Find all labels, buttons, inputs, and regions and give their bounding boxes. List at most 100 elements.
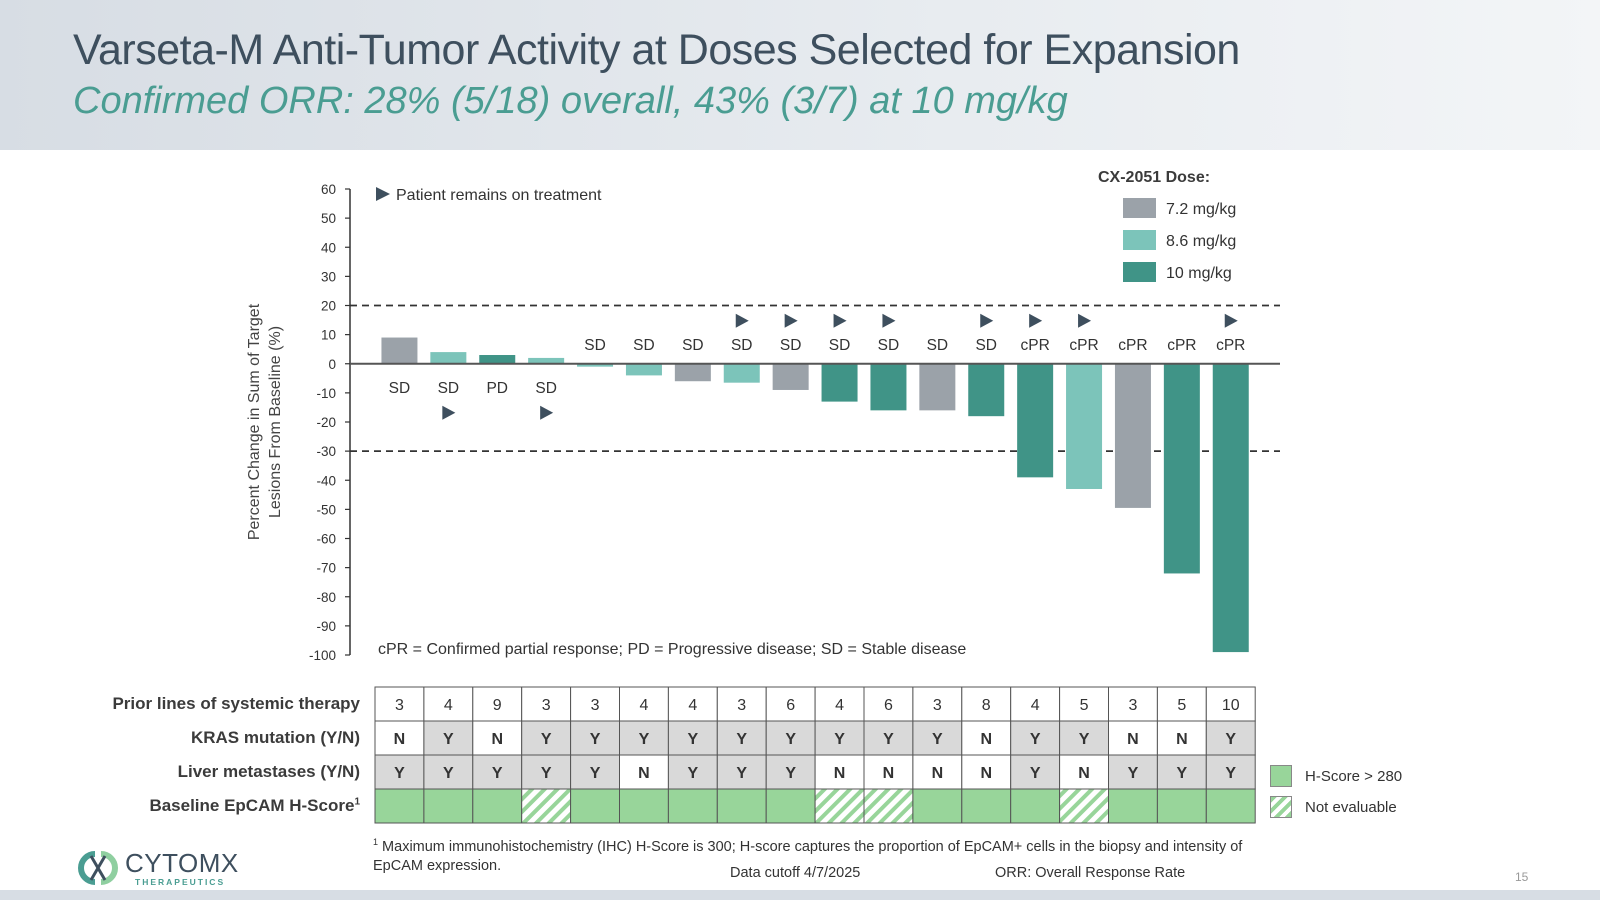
table-cell-value: 6 [884,697,893,714]
table-cell [472,686,523,722]
bar [919,363,956,411]
table-cell-value: Y [785,731,796,748]
table-cell-value: 4 [444,697,453,714]
data-cutoff: Data cutoff 4/7/2025 [730,865,861,881]
page-title: Varseta-M Anti-Tumor Activity at Doses S… [73,26,1240,74]
y-tick-label: 0 [328,357,336,372]
dose-legend-label: 7.2 mg/kg [1166,201,1236,218]
bar [479,355,516,364]
hscore-cell [521,788,572,824]
table-cell-value: N [1127,731,1139,748]
table-cell-value: Y [443,765,454,782]
table-cell [1205,686,1256,722]
table-cell-value: N [491,731,503,748]
hscore-cell [1108,788,1158,824]
page-number: 15 [1515,870,1529,884]
table-cell-value: Y [834,731,845,748]
response-label: SD [780,337,802,354]
hscore-cell [374,788,425,824]
dose-legend-swatch [1123,230,1156,250]
abbreviation-note: cPR = Confirmed partial response; PD = P… [378,641,966,658]
page-subtitle: Confirmed ORR: 28% (5/18) overall, 43% (… [73,80,1068,122]
dose-legend-swatch [1123,262,1156,282]
table-cell [814,720,865,756]
y-tick-label: 40 [321,240,336,255]
response-label: SD [633,337,655,354]
logo-wordmark: CYTOMX [125,848,239,878]
table-cell-value: Y [1030,731,1041,748]
table-cell-value: N [834,765,846,782]
bar [1163,363,1200,574]
hscore-cell [814,788,865,824]
table-cell-value: 9 [493,697,502,714]
on-treatment-triangle [1078,313,1092,328]
y-tick-label: -50 [316,502,336,517]
dose-legend-swatch [1123,198,1156,218]
y-tick-label: -90 [316,619,336,634]
y-tick-label: -70 [316,561,336,576]
logo-subtitle: THERAPEUTICS [135,877,226,887]
hscore-row-label-text: Baseline EpCAM H-Score [149,796,355,815]
table-cell-value: Y [1225,765,1236,782]
y-tick-label: 20 [321,299,336,314]
response-label: SD [975,337,997,354]
table-cell [374,720,425,756]
table-cell [1205,720,1256,756]
table-cell-value: 3 [737,697,746,714]
table-cell-value: Y [883,731,894,748]
hscore-cell [667,788,718,824]
on-treatment-legend-triangle [376,187,390,201]
y-tick-label: 30 [321,269,336,284]
table-cell-value: 3 [591,697,600,714]
bottom-bar [0,890,1600,900]
header-band [0,0,1600,150]
hscore-legend-label: H-Score > 280 [1305,768,1403,785]
table-cell-value: N [638,765,650,782]
y-tick-label: -20 [316,415,336,430]
table-cell-value: 4 [639,697,648,714]
response-label: cPR [1167,337,1196,354]
footnote-text: Maximum immunohistochemistry (IHC) H-Sco… [373,838,1243,874]
bar [772,363,809,390]
y-tick-label: -40 [316,473,336,488]
hscore-cell [1205,788,1256,824]
hscore-legend-swatch [1270,796,1292,818]
hscore-cell [619,788,669,824]
hscore-cell [765,788,816,824]
table-cell [1108,720,1158,756]
on-treatment-triangle [1029,313,1043,328]
bar [1017,363,1054,478]
table-cell [863,720,914,756]
hscore-cell [423,788,474,824]
table-cell-value: Y [590,765,601,782]
on-treatment-triangle [540,405,554,420]
table-cell-value: 3 [1128,697,1137,714]
response-label: SD [584,337,606,354]
table-cell-value: Y [541,731,552,748]
on-treatment-triangle [980,313,994,328]
table-cell-value: 5 [1177,697,1186,714]
table-cell-value: Y [785,765,796,782]
bar [1212,363,1249,653]
table-cell-value: 6 [786,697,795,714]
response-label: SD [829,337,851,354]
orr-definition: ORR: Overall Response Rate [995,865,1186,881]
dose-legend-label: 8.6 mg/kg [1166,233,1236,250]
table-cell-value: 5 [1080,697,1089,714]
table-cell-value: 8 [982,697,991,714]
response-label: SD [438,380,460,397]
bar [1066,363,1103,489]
y-axis-label-line1: Percent Change in Sum of Target [246,303,263,540]
table-row-label: KRAS mutation (Y/N) [190,728,360,747]
table-cell [716,720,767,756]
waterfall-chart: 60 50 40 30 20 10 0 -10 -20 -30 -40 -50 -60 -70 -80 -90… [246,169,1280,824]
bar [430,352,467,364]
on-treatment-triangle [735,313,749,328]
bar [381,337,418,364]
hscore-legend-label: Not evaluable [1305,799,1397,816]
dose-legend-title: CX-2051 Dose: [1098,169,1210,186]
hscore-cell [1059,788,1109,824]
table-cell [570,686,620,722]
table-cell-value: Y [443,731,454,748]
response-label: SD [682,337,704,354]
